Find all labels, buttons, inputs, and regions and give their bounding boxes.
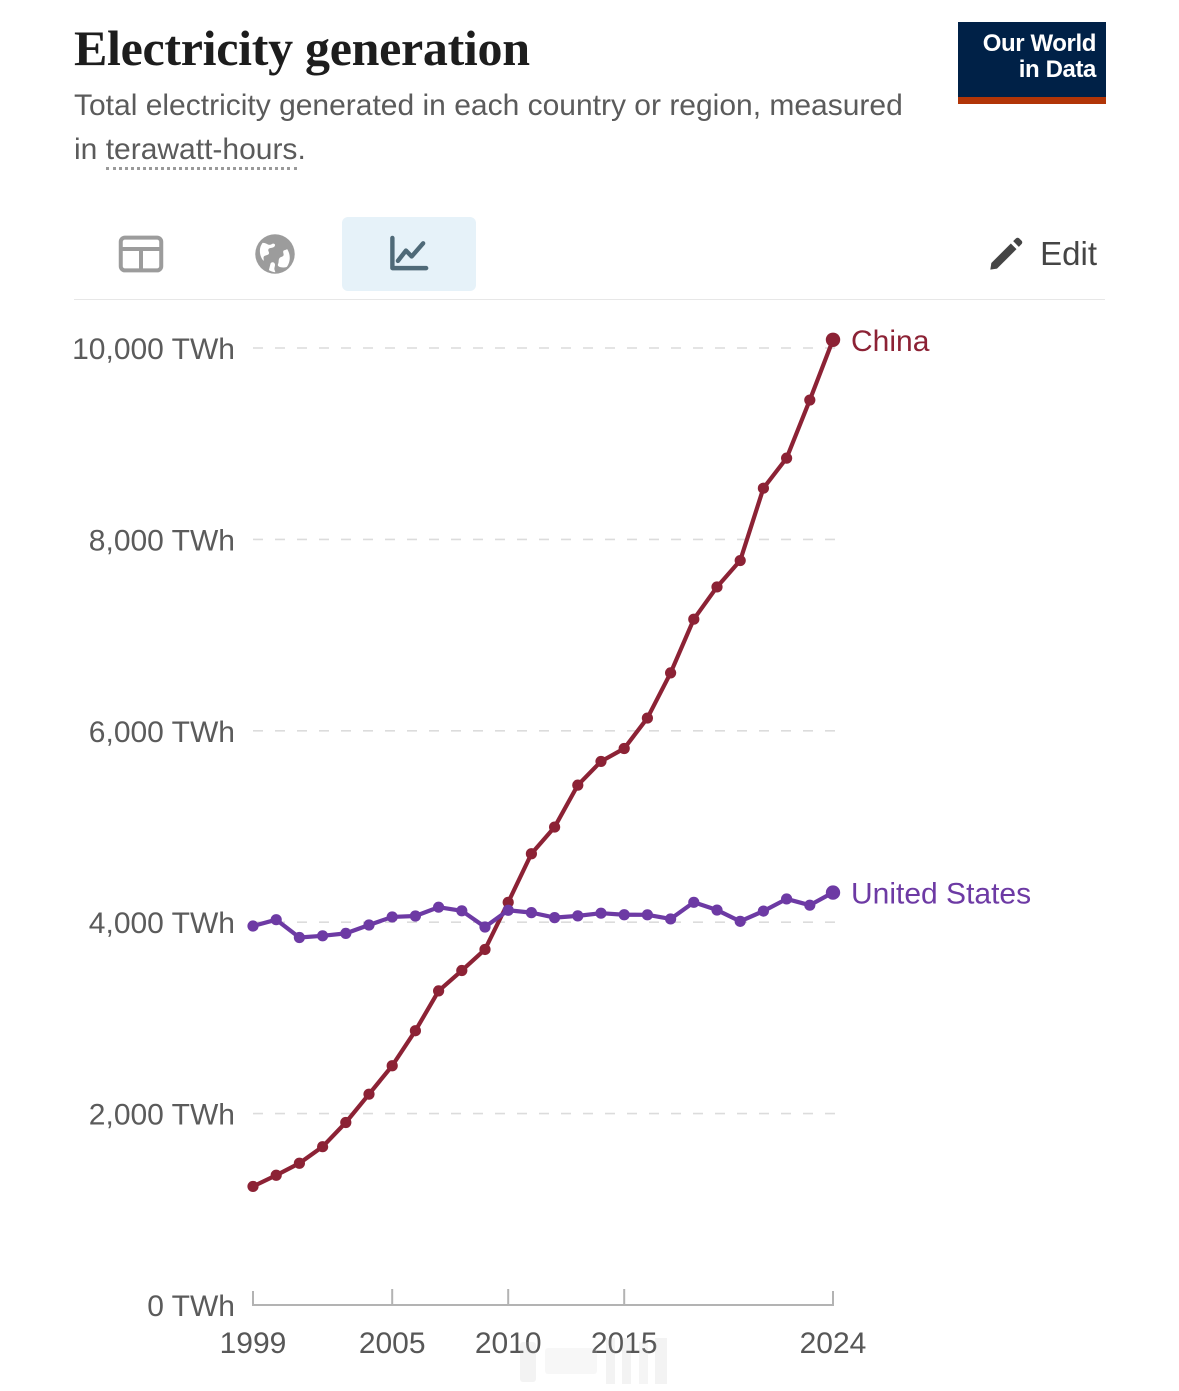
series-point[interactable] [618,742,630,755]
series-labels: China United States [851,325,1031,911]
table-icon [118,235,164,272]
series-point[interactable] [572,779,584,791]
series-point[interactable] [757,905,770,917]
x-axis-tick-label: 2015 [591,1327,658,1360]
series-point[interactable] [479,921,491,933]
series-point[interactable] [641,712,654,724]
series-line[interactable] [250,337,836,1189]
series-point[interactable] [525,848,538,860]
subtitle-glossary-term[interactable]: terawatt-hours [105,133,298,170]
series-point[interactable] [734,554,746,567]
series-point[interactable] [781,452,793,464]
series-point[interactable] [502,896,514,908]
y-axis-tick-label: 10,000 TWh [72,333,235,366]
series-point[interactable] [409,910,421,922]
series-point[interactable] [479,943,491,956]
series-point[interactable] [665,913,677,925]
series-point[interactable] [804,899,816,911]
series-label-2[interactable]: United States [851,878,1031,911]
series-point[interactable] [734,915,746,927]
series-point[interactable] [688,896,700,908]
series-point[interactable] [665,667,677,679]
y-axis-tick-label: 8,000 TWh [89,524,235,557]
series-point[interactable] [549,821,561,833]
series-point[interactable] [363,1088,375,1100]
series-point[interactable] [386,911,398,923]
x-axis-labels: 1999 2005 2010 2015 2024 [220,1327,867,1360]
series-point[interactable] [595,755,607,768]
series-point[interactable] [804,394,816,406]
series-point[interactable] [618,909,630,921]
x-axis [252,1289,834,1306]
series-point[interactable] [270,914,282,926]
y-axis-labels: 0 TWh 2,000 TWh 4,000 TWh 6,000 TWh 8,000 TW… [72,333,235,1323]
series-point[interactable] [247,1180,259,1193]
logo-line-2: in Data [1018,55,1097,83]
chart-header: Electricity generation Total electricity… [74,18,1105,172]
x-axis-line [252,1291,834,1306]
series-point[interactable] [409,1025,421,1037]
edit-label: Edit [1040,234,1097,272]
series-point[interactable] [572,910,584,922]
y-axis-tick-label: 2,000 TWh [89,1099,235,1132]
series-endpoint-marker[interactable] [825,332,841,347]
series-point[interactable] [293,931,305,944]
series-point[interactable] [363,919,375,931]
series-point[interactable] [386,1060,398,1072]
tab-group [74,216,476,291]
series-point[interactable] [711,581,723,593]
series-endpoint-marker[interactable] [825,885,841,900]
owid-logo[interactable]: Our World in Data [958,22,1106,104]
series-point[interactable] [711,904,723,916]
chart-toolbar: Edit [74,208,1105,300]
tab-chart[interactable] [342,216,476,291]
y-axis-tick-label: 4,000 TWh [89,907,235,940]
page-subtitle: Total electricity generated in each coun… [74,84,904,172]
series-point[interactable] [549,912,561,924]
series-lines[interactable] [250,337,836,1189]
series-point[interactable] [317,1141,329,1153]
x-axis-tick-label: 2024 [800,1327,867,1360]
gridlines [253,347,845,1115]
series-point[interactable] [781,893,793,905]
globe-icon [255,233,295,274]
series-point[interactable] [525,907,538,919]
tab-table[interactable] [74,217,208,291]
series-points[interactable] [247,332,841,1193]
line-chart-icon [390,235,429,270]
series-point[interactable] [317,930,329,942]
logo-line-1: Our World [982,29,1097,57]
series-point[interactable] [502,904,514,916]
series-line[interactable] [250,890,836,940]
edit-button[interactable]: Edit [978,217,1105,291]
tab-map[interactable] [208,217,342,291]
x-axis-tick-label: 2005 [359,1327,426,1360]
series-point[interactable] [456,964,468,977]
y-axis-tick-label: 6,000 TWh [89,716,235,749]
x-axis-tick-label: 1999 [220,1327,287,1360]
watermark-artifact [520,1338,667,1384]
series-point[interactable] [456,905,468,917]
subtitle-text-a: Total electricity generated in each coun… [74,89,903,166]
series-point[interactable] [433,901,445,913]
series-point[interactable] [340,927,352,940]
series-label-1[interactable]: China [851,325,930,358]
series-point[interactable] [340,1116,352,1129]
series-point[interactable] [433,985,445,997]
series-point[interactable] [270,1169,282,1181]
subtitle-text-b: . [297,133,306,166]
chart-area[interactable]: 0 TWh 2,000 TWh 4,000 TWh 6,000 TWh 8,000 TW… [0,300,1179,1391]
series-point[interactable] [641,909,654,921]
line-chart-svg[interactable]: 0 TWh 2,000 TWh 4,000 TWh 6,000 TWh 8,000 TW… [0,300,1179,1391]
series-point[interactable] [247,920,259,932]
series-point[interactable] [293,1157,305,1169]
pencil-icon [990,237,1023,270]
series-point[interactable] [595,907,607,919]
series-point[interactable] [757,482,770,494]
x-axis-tick-label: 2010 [475,1327,542,1360]
series-point[interactable] [688,613,700,625]
page-title: Electricity generation [74,20,530,76]
y-axis-tick-label: 0 TWh [147,1290,235,1323]
